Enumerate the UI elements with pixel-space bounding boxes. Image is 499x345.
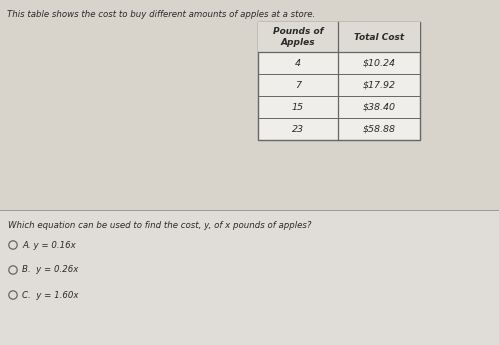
Text: Which equation can be used to find the cost, y, of x pounds of apples?: Which equation can be used to find the c… <box>8 221 311 230</box>
Text: $10.24: $10.24 <box>362 59 396 68</box>
Bar <box>258 22 420 52</box>
Text: 4: 4 <box>295 59 301 68</box>
Bar <box>0 0 499 210</box>
Text: $17.92: $17.92 <box>362 80 396 89</box>
Text: 23: 23 <box>292 125 304 134</box>
Bar <box>0 210 499 345</box>
Text: Total Cost: Total Cost <box>354 32 404 41</box>
Text: C.  y = 1.60x: C. y = 1.60x <box>22 290 78 299</box>
Text: 15: 15 <box>292 102 304 111</box>
Text: 7: 7 <box>295 80 301 89</box>
Text: $58.88: $58.88 <box>362 125 396 134</box>
Text: Pounds of
Apples: Pounds of Apples <box>273 27 323 47</box>
Text: This table shows the cost to buy different amounts of apples at a store.: This table shows the cost to buy differe… <box>7 10 315 19</box>
Text: A. y = 0.16x: A. y = 0.16x <box>22 240 76 249</box>
Bar <box>258 22 420 140</box>
Text: $38.40: $38.40 <box>362 102 396 111</box>
Text: B.  y = 0.26x: B. y = 0.26x <box>22 266 78 275</box>
